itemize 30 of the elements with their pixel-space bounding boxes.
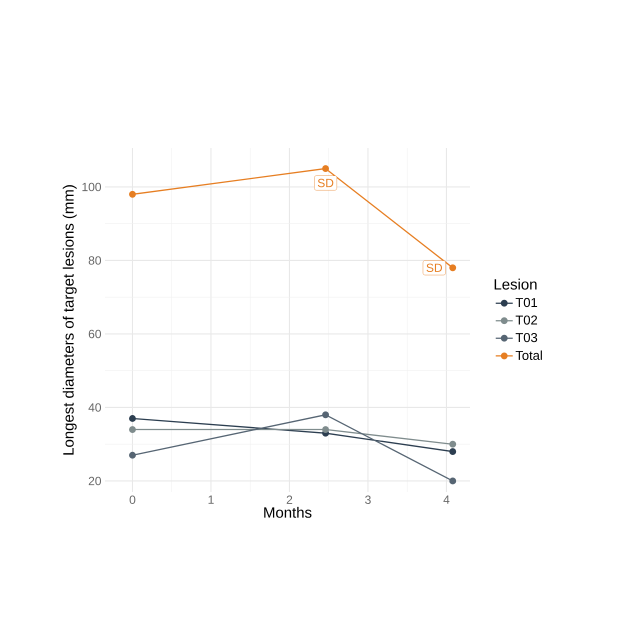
y-tick-label: 40: [88, 403, 102, 412]
point: [322, 165, 330, 172]
y-tick-label: 80: [88, 256, 102, 265]
x-tick-label: 2: [286, 496, 292, 504]
point: [449, 440, 456, 448]
annotation: SD: [318, 178, 334, 188]
point: [322, 411, 330, 418]
legend-label: T01: [516, 298, 538, 308]
point: [449, 264, 456, 272]
legend-title: Lesion: [494, 278, 537, 290]
point: [449, 448, 456, 456]
point: [129, 426, 136, 433]
x-tick-label: 1: [208, 496, 214, 504]
annotation: SD: [426, 264, 442, 272]
x-tick-label: 0: [130, 496, 136, 504]
x-tick-label: 4: [443, 496, 450, 504]
y-tick-label: 60: [88, 330, 102, 338]
point: [449, 478, 456, 484]
point: [129, 452, 136, 459]
y-tick-label: 100: [82, 182, 102, 192]
y-tick-label: 20: [88, 476, 102, 486]
legend-label: Total: [516, 350, 542, 360]
x-axis-title: Months: [264, 506, 312, 518]
y-axis-title: Longest diameters of target lesions (mm): [62, 185, 77, 455]
legend-label: T02: [516, 315, 538, 325]
point: [129, 415, 136, 422]
x-tick-label: 3: [365, 496, 371, 504]
legend-label: T03: [516, 332, 538, 342]
point: [129, 190, 136, 198]
point: [322, 426, 330, 433]
